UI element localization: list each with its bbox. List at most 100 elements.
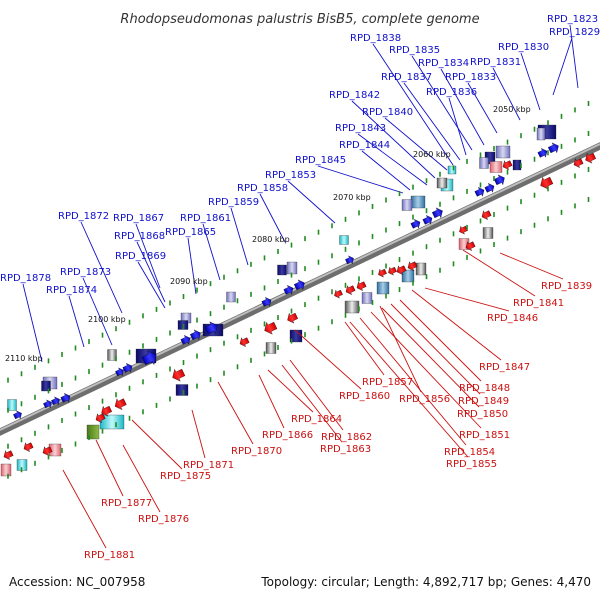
track-tick <box>250 291 252 297</box>
reverse-gene-arrow <box>101 405 113 417</box>
track-tick <box>385 293 387 299</box>
gene-label-bottom[interactable]: RPD_1846 <box>487 313 538 324</box>
gene-label-top[interactable]: RPD_1835 <box>389 45 440 56</box>
gene-label-bottom[interactable]: RPD_1875 <box>160 471 211 482</box>
track-tick <box>196 317 198 323</box>
gene-label-top[interactable]: RPD_1844 <box>339 140 390 151</box>
gene-label-top[interactable]: RPD_1874 <box>46 285 97 296</box>
gene-label-bottom[interactable]: RPD_1848 <box>459 383 510 394</box>
leader-line <box>399 299 482 382</box>
gene-label-top[interactable]: RPD_1845 <box>295 155 346 166</box>
gene-label-top[interactable]: RPD_1836 <box>426 87 477 98</box>
track-tick <box>263 351 266 357</box>
gene-label-bottom[interactable]: RPD_1841 <box>513 298 564 309</box>
gene-label-bottom[interactable]: RPD_1855 <box>446 459 497 470</box>
gene-label-bottom[interactable]: RPD_1857 <box>362 377 413 388</box>
track-tick <box>169 330 171 336</box>
track-tick <box>574 137 576 143</box>
gene-label-bottom[interactable]: RPD_1876 <box>138 514 189 525</box>
reverse-gene-arrow <box>345 285 356 295</box>
track-tick <box>236 298 239 304</box>
gene-label-bottom[interactable]: RPD_1871 <box>183 460 234 471</box>
track-tick <box>331 253 333 259</box>
forward-gene-arrow <box>547 142 559 154</box>
reverse-gene-arrow <box>502 160 513 170</box>
track-tick <box>358 210 360 216</box>
track-tick <box>290 308 293 314</box>
gene-label-bottom[interactable]: RPD_1851 <box>459 430 510 441</box>
gene-label-bottom[interactable]: RPD_1863 <box>320 444 371 455</box>
gene-label-bottom[interactable]: RPD_1860 <box>339 391 390 402</box>
gene-label-top[interactable]: RPD_1869 <box>115 251 166 262</box>
leader-line <box>95 439 124 497</box>
gene-block <box>277 264 287 276</box>
track-tick <box>344 312 347 318</box>
track-tick <box>371 299 374 305</box>
forward-gene-arrow <box>43 399 52 409</box>
gene-label-top[interactable]: RPD_1878 <box>0 273 51 284</box>
gene-label-bottom[interactable]: RPD_1877 <box>101 498 152 509</box>
gene-label-top[interactable]: RPD_1837 <box>381 72 432 83</box>
gene-label-bottom[interactable]: RPD_1850 <box>457 409 508 420</box>
track-tick <box>533 222 536 228</box>
gene-label-bottom[interactable]: RPD_1856 <box>399 394 450 405</box>
gene-label-bottom[interactable]: RPD_1864 <box>291 414 342 425</box>
track-tick <box>520 199 522 205</box>
track-tick <box>412 280 414 286</box>
track-tick <box>61 417 63 423</box>
gene-label-bottom[interactable]: RPD_1866 <box>262 430 313 441</box>
gene-label-bottom[interactable]: RPD_1847 <box>479 362 530 373</box>
gene-label-top[interactable]: RPD_1868 <box>114 231 165 242</box>
gene-label-bottom[interactable]: RPD_1854 <box>444 447 495 458</box>
gene-label-top[interactable]: RPD_1859 <box>208 197 259 208</box>
track-tick <box>7 443 9 449</box>
forward-gene-arrow <box>474 187 485 197</box>
track-tick <box>358 276 360 282</box>
gene-label-top[interactable]: RPD_1853 <box>265 170 316 181</box>
gene-label-top[interactable]: RPD_1867 <box>113 213 164 224</box>
forward-gene-arrow <box>493 174 505 186</box>
track-tick <box>128 415 131 421</box>
gene-label-top[interactable]: RPD_1831 <box>470 57 521 68</box>
track-tick <box>128 385 131 391</box>
track-tick <box>452 261 455 267</box>
leader-line <box>267 369 314 413</box>
track-tick <box>277 248 279 254</box>
gene-label-bottom[interactable]: RPD_1839 <box>541 281 592 292</box>
track-tick <box>587 130 590 136</box>
gene-label-top[interactable]: RPD_1858 <box>237 183 288 194</box>
gene-block <box>436 177 448 189</box>
gene-label-top[interactable]: RPD_1842 <box>329 90 380 101</box>
leader-line <box>424 287 510 312</box>
track-tick <box>61 447 63 453</box>
track-tick <box>209 377 212 383</box>
track-tick <box>412 184 414 190</box>
leader-line <box>287 180 336 224</box>
leader-line <box>202 223 221 281</box>
gene-block <box>401 269 415 283</box>
gene-label-bottom[interactable]: RPD_1870 <box>231 446 282 457</box>
track-tick <box>547 150 549 156</box>
gene-label-top[interactable]: RPD_1873 <box>60 267 111 278</box>
track-tick <box>425 178 428 184</box>
gene-label-top[interactable]: RPD_1829 <box>549 27 600 38</box>
gene-label-top[interactable]: RPD_1861 <box>180 213 231 224</box>
gene-label-top[interactable]: RPD_1843 <box>335 123 386 134</box>
track-tick <box>425 274 428 280</box>
gene-label-top[interactable]: RPD_1872 <box>58 211 109 222</box>
gene-label-bottom[interactable]: RPD_1881 <box>84 550 135 561</box>
gene-label-bottom[interactable]: RPD_1862 <box>321 432 372 443</box>
track-tick <box>7 407 9 413</box>
gene-label-bottom[interactable]: RPD_1849 <box>458 396 509 407</box>
gene-label-top[interactable]: RPD_1865 <box>165 227 216 238</box>
gene-label-top[interactable]: RPD_1840 <box>362 107 413 118</box>
gene-label-top[interactable]: RPD_1833 <box>445 72 496 83</box>
gene-label-top[interactable]: RPD_1830 <box>498 42 549 53</box>
gene-block <box>401 199 413 211</box>
track-tick <box>344 216 347 222</box>
gene-label-top[interactable]: RPD_1834 <box>418 58 469 69</box>
gene-label-top[interactable]: RPD_1823 <box>547 14 598 25</box>
gene-label-top[interactable]: RPD_1838 <box>350 33 401 44</box>
leader-line <box>62 469 107 549</box>
